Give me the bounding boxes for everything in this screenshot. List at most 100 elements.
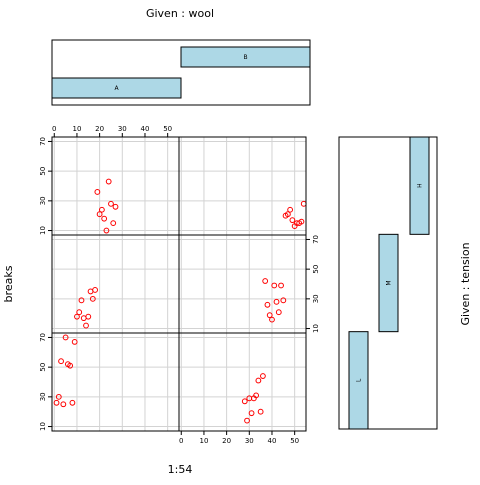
x-tick-label: 40 [268,437,277,445]
data-point [112,203,119,210]
given-tension-frame [338,136,438,430]
data-point [103,227,110,234]
data-point [273,298,280,305]
data-point [101,215,108,222]
x-tick-label: 20 [95,125,104,133]
y-tick-label: 10 [312,324,320,333]
given-bar-label: H [417,183,424,188]
x-axis-bottom: 0 10 20 30 40 50 [179,431,299,445]
data-point [89,295,96,302]
data-point [289,217,296,224]
panel-B-M [178,234,307,334]
data-point [96,211,103,218]
data-point [300,200,307,207]
data-point [94,189,101,195]
panel-frame [178,136,307,236]
given-wool-panel: AB [51,39,311,106]
y-axis-right-middle: 10 30 50 70 [306,235,320,333]
data-point [92,287,98,293]
panel-frame [51,136,180,236]
data-point [264,301,271,308]
given-wool-title: Given : wool [146,7,214,20]
panel-A-M [51,234,180,334]
y-tick-label: 50 [39,363,47,372]
y-tick-label: 70 [39,137,47,146]
x-tick-label: 20 [222,437,231,445]
x-tick-label: 50 [290,437,299,445]
data-point [255,377,262,384]
data-point [248,410,255,417]
given-bar-M [378,233,399,333]
data-point [280,297,287,304]
data-point [105,178,112,185]
given-bar-label: L [356,378,363,382]
y-axis-label: breaks [2,265,15,302]
data-point [244,417,250,424]
x-tick-label: 0 [179,437,183,445]
data-point [85,313,92,320]
data-point [83,322,89,329]
panel-frame [51,234,180,334]
data-point [269,316,275,323]
panel-frame [51,332,180,432]
panel-frame [178,332,307,432]
y-tick-label: 70 [312,235,320,244]
y-tick-label: 10 [39,422,47,431]
given-tension-title: Given : tension [459,242,472,325]
panel-B-L [178,332,307,432]
data-point [257,408,264,415]
x-tick-label: 10 [72,125,81,133]
data-point [271,282,278,289]
x-tick-label: 0 [52,125,56,133]
data-point [287,206,294,213]
data-point [60,401,67,408]
data-point [55,393,62,400]
y-tick-label: 50 [312,265,320,274]
y-tick-label: 30 [312,294,320,303]
given-tension-panel: L M H [338,136,438,430]
data-point [98,206,105,213]
panel-frame [178,234,307,334]
given-bar-H [409,136,430,235]
data-point [74,313,80,320]
data-point [241,398,248,405]
x-axis-label: 1:54 [168,463,193,476]
data-point [53,399,60,406]
data-point [67,362,74,369]
given-bar-L [348,331,369,430]
data-point [284,211,291,218]
data-point [108,200,114,207]
y-tick-label: 10 [39,226,47,235]
y-axis-left-bottom: 10 30 50 70 [39,333,52,431]
data-point [266,312,273,319]
chart-layer: 0 10 20 30 40 500 10 20 30 40 50103050701030507010… [39,39,438,445]
data-point [275,309,282,316]
x-tick-label: 30 [245,437,254,445]
data-point [278,282,284,289]
given-bar-label: B [243,54,247,61]
x-axis-top: 0 10 20 30 40 50 [52,125,172,137]
panel-A-L [51,332,180,432]
data-point [298,218,305,225]
data-point [110,220,117,227]
x-tick-label: 40 [141,125,150,133]
data-point [78,297,85,304]
x-tick-label: 10 [199,437,208,445]
data-point [58,358,64,365]
data-point [69,399,76,406]
y-tick-label: 50 [39,167,47,176]
data-point [71,339,78,345]
given-bar-label: A [114,85,119,92]
given-wool-frame [51,39,311,106]
y-tick-label: 70 [39,333,47,342]
y-tick-label: 30 [39,392,47,401]
given-bar-B [180,46,311,68]
x-tick-label: 50 [163,125,172,133]
y-tick-label: 30 [39,196,47,205]
given-bar-label: M [386,280,393,285]
given-bar-A [51,77,182,99]
panel-B-H [178,136,307,236]
data-point [76,309,83,316]
data-point [62,334,69,341]
